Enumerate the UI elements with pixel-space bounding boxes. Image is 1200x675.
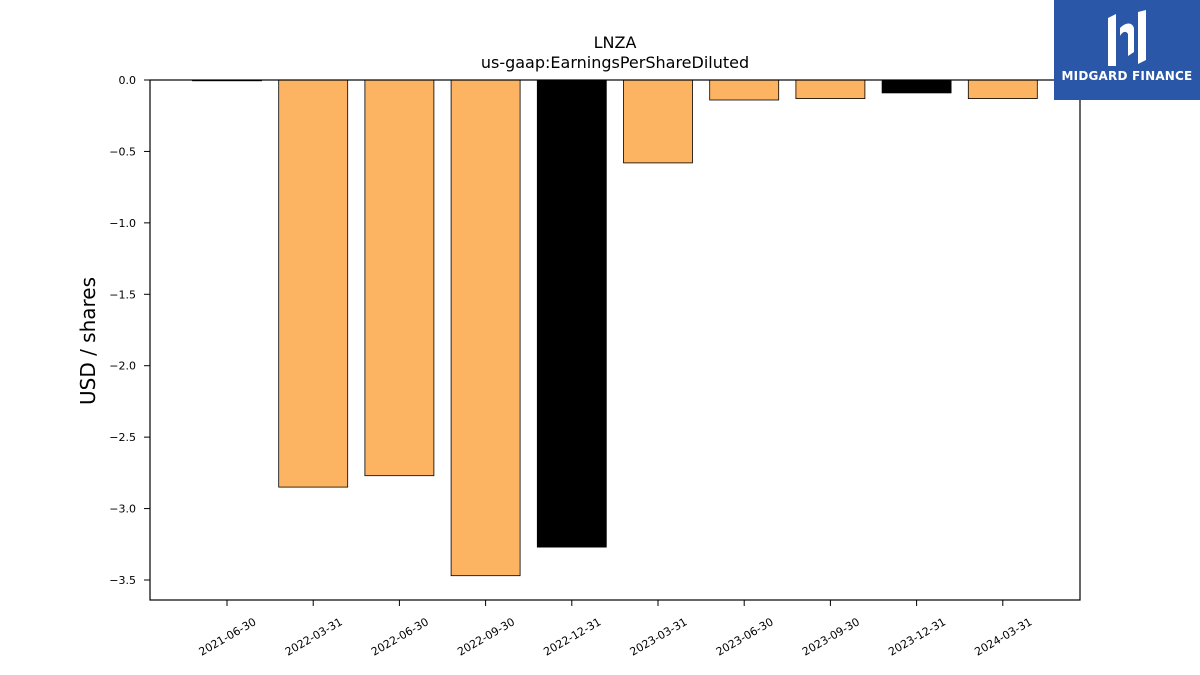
bar-2023-09-30	[795, 79, 866, 100]
x-tick-label: 2023-03-31	[628, 615, 690, 658]
x-tick-label: 2022-03-31	[283, 615, 345, 658]
logo: MIDGARD FINANCE	[1054, 0, 1200, 100]
x-tick-label: 2023-12-31	[886, 615, 948, 658]
x-tick-label: 2022-12-31	[541, 615, 603, 658]
y-tick-label: −1.0	[109, 217, 136, 230]
x-tick-label: 2024-03-31	[972, 615, 1034, 658]
bar-2023-06-30	[709, 79, 780, 101]
y-tick-label: −2.0	[109, 360, 136, 373]
bar-2022-03-31	[278, 79, 349, 488]
x-tick-label: 2021-06-30	[197, 615, 259, 658]
bar-2023-12-31	[881, 79, 952, 94]
bar-2022-09-30	[450, 79, 521, 577]
bar-2022-12-31	[536, 79, 607, 548]
chart-title: LNZA	[594, 33, 637, 52]
bar-2022-06-30	[364, 79, 435, 477]
y-tick-label: −3.5	[109, 574, 136, 587]
bar-2023-03-31	[623, 79, 693, 164]
x-axis: 2021-06-30 2022-03-31 2022-06-30 2022-09-30…	[197, 600, 1034, 659]
y-axis: 0.0 −0.5 −1.0 −1.5 −2.0 −2.5 −3.0 −3.5	[109, 74, 150, 587]
logo-text: MIDGARD FINANCE	[1061, 69, 1193, 83]
y-tick-label: −2.5	[109, 431, 136, 444]
y-tick-label: −3.0	[109, 503, 136, 516]
chart-subtitle: us-gaap:EarningsPerShareDiluted	[481, 53, 749, 72]
y-tick-label: −1.5	[109, 288, 136, 301]
y-tick-label: 0.0	[119, 74, 137, 87]
x-tick-label: 2022-09-30	[455, 615, 517, 658]
bar-2024-03-31	[967, 79, 1038, 100]
x-tick-label: 2023-09-30	[800, 615, 862, 658]
y-tick-label: −0.5	[109, 145, 136, 158]
x-tick-label: 2023-06-30	[714, 615, 776, 658]
y-axis-label: USD / shares	[76, 277, 100, 405]
bars	[192, 79, 1038, 577]
plot-frame	[149, 79, 1081, 601]
x-tick-label: 2022-06-30	[369, 615, 431, 658]
midgard-logo-icon	[1108, 10, 1146, 66]
